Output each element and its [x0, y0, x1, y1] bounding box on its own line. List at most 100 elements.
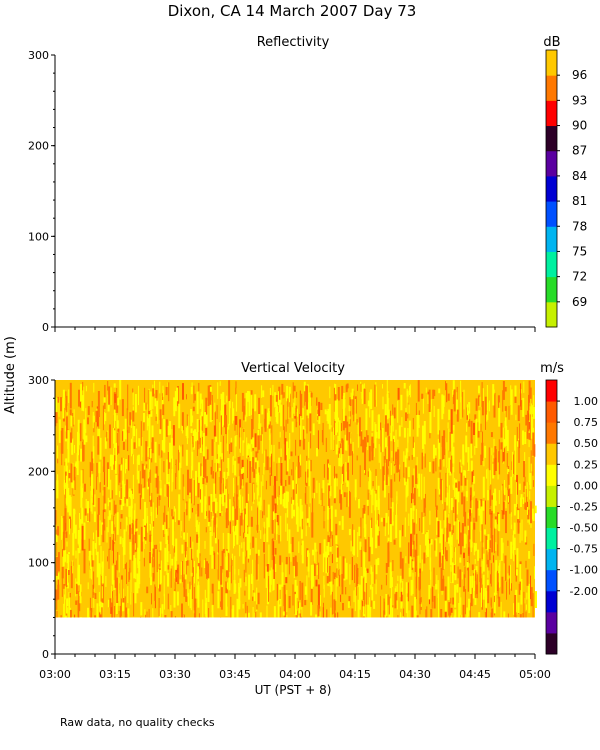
velocity-streak: [327, 542, 330, 556]
velocity-streak: [82, 441, 85, 462]
velocity-streak: [440, 478, 443, 501]
velocity-streak: [65, 498, 67, 504]
velocity-streak: [477, 500, 480, 509]
velocity-streak: [515, 612, 517, 618]
velocity-streak: [391, 607, 394, 618]
velocity-streak: [256, 460, 259, 486]
velocity-streak: [528, 394, 530, 421]
velocity-streak: [69, 382, 72, 409]
velocity-streak: [247, 557, 249, 563]
velocity-streak: [95, 530, 97, 556]
velocity-streak: [94, 593, 97, 599]
velocity-streak: [99, 463, 101, 484]
velocity-streak: [279, 495, 282, 500]
velocity-streak: [152, 608, 154, 618]
velocity-streak: [94, 615, 97, 618]
velocity-streak: [341, 474, 344, 485]
velocity-streak: [162, 404, 165, 416]
velocity-streak: [458, 603, 461, 618]
velocity-streak: [109, 454, 112, 467]
velocity-streak: [282, 611, 285, 616]
velocity-streak: [474, 559, 476, 564]
velocity-streak: [239, 515, 241, 536]
velocity-streak: [497, 462, 499, 480]
velocity-colorbar-segment: [546, 611, 557, 634]
velocity-streak: [254, 612, 256, 618]
velocity-streak: [355, 570, 358, 587]
velocity-streak: [144, 523, 147, 541]
velocity-streak: [172, 455, 173, 467]
velocity-streak: [174, 508, 176, 523]
velocity-streak: [510, 385, 512, 405]
velocity-streak: [186, 428, 189, 439]
velocity-streak: [332, 534, 334, 546]
velocity-streak: [469, 576, 472, 594]
velocity-streak: [520, 497, 522, 507]
velocity-streak: [90, 490, 92, 512]
velocity-streak: [185, 589, 187, 602]
velocity-streak: [316, 408, 318, 422]
velocity-streak: [158, 598, 160, 617]
velocity-streak: [64, 594, 66, 618]
velocity-streak: [249, 549, 251, 556]
velocity-streak: [191, 451, 194, 471]
velocity-streak: [245, 602, 247, 614]
velocity-streak: [232, 506, 234, 521]
velocity-streak: [490, 484, 492, 506]
velocity-streak: [278, 441, 280, 449]
velocity-streak: [165, 419, 168, 437]
velocity-streak: [155, 507, 157, 518]
velocity-streak: [390, 577, 393, 588]
velocity-streak: [84, 508, 87, 516]
velocity-streak: [146, 464, 148, 469]
velocity-streak: [221, 511, 223, 516]
velocity-streak: [447, 468, 449, 488]
velocity-streak: [498, 439, 500, 463]
velocity-streak: [296, 466, 297, 484]
velocity-streak: [164, 547, 167, 572]
velocity-streak: [257, 479, 259, 506]
velocity-streak: [450, 536, 453, 546]
velocity-streak: [342, 603, 344, 611]
velocity-streak: [255, 474, 257, 483]
velocity-streak: [365, 408, 368, 431]
velocity-streak: [482, 476, 485, 498]
velocity-streak: [156, 396, 158, 417]
velocity-streak: [192, 406, 195, 412]
velocity-streak: [501, 485, 503, 511]
reflectivity-colorbar-label: 81: [572, 194, 587, 208]
velocity-streak: [57, 573, 60, 580]
velocity-streak: [144, 614, 146, 618]
reflectivity-colorbar-label: 69: [572, 295, 587, 309]
velocity-streak: [437, 477, 440, 490]
velocity-streak: [204, 496, 207, 519]
reflectivity-colorbar-segment: [546, 226, 557, 252]
velocity-streak: [130, 493, 133, 509]
velocity-streak: [110, 479, 112, 498]
velocity-streak: [268, 578, 269, 602]
velocity-streak: [330, 581, 333, 594]
velocity-streak: [498, 407, 501, 427]
velocity-streak: [126, 408, 128, 433]
velocity-streak: [125, 516, 127, 532]
velocity-streak: [375, 386, 377, 407]
velocity-streak: [72, 532, 75, 556]
velocity-streak: [406, 388, 408, 414]
velocity-streak: [138, 438, 141, 447]
velocity-streak: [504, 439, 506, 447]
velocity-streak: [481, 541, 483, 560]
velocity-streak: [193, 567, 195, 577]
velocity-streak: [158, 569, 159, 589]
velocity-streak: [399, 467, 401, 479]
velocity-streak: [326, 575, 329, 584]
velocity-streak: [202, 477, 205, 485]
velocity-streak: [64, 585, 66, 600]
velocity-streak: [300, 465, 302, 478]
velocity-streak: [500, 601, 502, 618]
velocity-streak: [225, 581, 227, 594]
velocity-streak: [414, 550, 417, 567]
velocity-streak: [152, 502, 154, 528]
velocity-streak: [153, 521, 155, 527]
velocity-streak: [56, 592, 58, 610]
velocity-streak: [494, 527, 496, 554]
